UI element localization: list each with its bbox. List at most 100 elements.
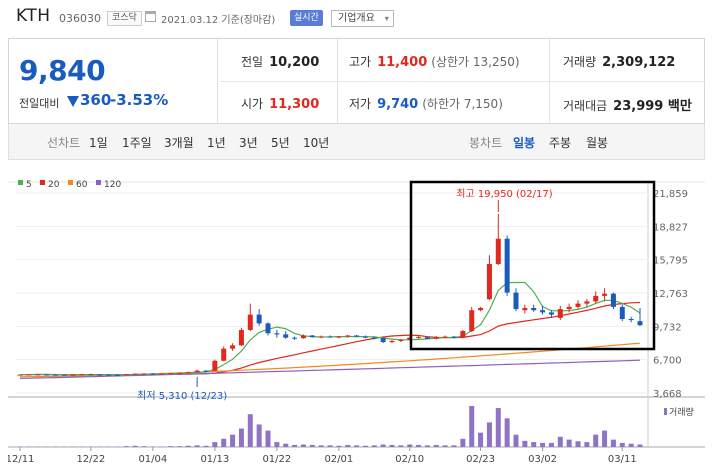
candle	[363, 337, 368, 338]
high-value: 11,400	[377, 55, 427, 70]
volume-bar	[487, 422, 492, 447]
high-label: 고가	[349, 55, 371, 69]
market-badge: 코스닥	[107, 11, 142, 26]
candle	[478, 308, 483, 310]
volume-bar	[204, 446, 209, 447]
legend-label: 5	[26, 180, 32, 190]
lower-limit: (하한가 7,150)	[422, 97, 503, 111]
volume-bar	[292, 445, 297, 447]
down-arrow-icon	[67, 96, 79, 107]
candle	[239, 330, 244, 345]
volume-bar	[195, 445, 200, 447]
open-value: 11,300	[269, 97, 319, 112]
tab-daily[interactable]: 일봉	[513, 134, 535, 151]
candle	[638, 321, 643, 325]
prev-close-label: 전일	[241, 55, 263, 69]
low-annotation: 최저 5,310 (12/23)	[137, 390, 227, 402]
candle	[496, 239, 501, 264]
volume-bar	[168, 446, 173, 447]
candle	[319, 337, 324, 338]
volume-bar	[230, 435, 235, 447]
candle	[381, 338, 386, 342]
divider	[549, 39, 550, 123]
tab-1y[interactable]: 1년	[207, 134, 226, 151]
candle	[115, 375, 120, 376]
y-tick-label: 12,763	[653, 289, 688, 300]
candle	[159, 374, 164, 375]
tab-monthly[interactable]: 월봉	[586, 134, 608, 151]
volume-bar	[620, 443, 625, 447]
x-tick-label: 12/11	[8, 454, 34, 465]
volume-bar	[354, 445, 359, 447]
volume-bar	[531, 442, 536, 447]
line-chart-label: 선차트	[47, 134, 80, 151]
candle	[425, 337, 430, 339]
volume-bar	[221, 439, 226, 447]
tab-1w[interactable]: 1주일	[122, 134, 152, 151]
volume-bar	[266, 431, 271, 447]
volume-bar	[505, 418, 510, 447]
volume-bar	[381, 445, 386, 447]
candle	[549, 312, 554, 314]
volume-bar	[469, 406, 474, 447]
legend-swatch	[96, 180, 101, 185]
candle	[35, 374, 40, 375]
volume-bar	[319, 445, 324, 447]
volume-bar	[576, 441, 581, 447]
candle	[301, 335, 306, 338]
company-info-dropdown[interactable]: 기업개요▾	[331, 10, 394, 27]
legend-label: 120	[104, 180, 121, 190]
volume-bar	[212, 442, 217, 447]
ma5-line	[20, 283, 640, 375]
volume-bar	[460, 439, 465, 447]
candle	[390, 341, 395, 342]
amount-value: 23,999 백만	[613, 99, 692, 114]
candle	[283, 334, 288, 337]
tab-10y[interactable]: 10년	[303, 134, 329, 151]
volume-bar	[452, 445, 457, 447]
candle	[345, 335, 350, 336]
candle	[274, 333, 279, 334]
volume-bar	[549, 443, 554, 447]
realtime-button[interactable]: 실시간	[290, 10, 323, 26]
x-tick-label: 02/10	[395, 454, 424, 465]
y-tick-label: 21,859	[653, 189, 688, 200]
candle	[328, 337, 333, 338]
candle	[620, 307, 625, 319]
high-annotation: 최고 19,950 (02/17)	[456, 188, 552, 200]
tab-1d[interactable]: 1일	[89, 134, 108, 151]
volume-bar	[363, 446, 368, 447]
candle	[257, 315, 262, 324]
candle	[26, 375, 31, 376]
volume-bar	[142, 446, 147, 447]
x-tick-label: 01/22	[262, 454, 291, 465]
upper-limit: (상한가 13,250)	[431, 55, 519, 69]
candle	[602, 294, 607, 296]
legend-label: 20	[48, 180, 60, 190]
candle	[150, 374, 155, 375]
candle	[292, 338, 297, 339]
tab-5y[interactable]: 5년	[271, 134, 290, 151]
y-tick-label: 9,732	[653, 322, 682, 333]
candle	[336, 337, 341, 338]
tab-3y[interactable]: 3년	[239, 134, 258, 151]
change-label: 전일대비	[19, 95, 59, 111]
tab-3m[interactable]: 3개월	[164, 134, 194, 151]
high-price: 고가 11,400 (상한가 13,250)	[349, 53, 520, 70]
tab-weekly[interactable]: 주봉	[549, 134, 571, 151]
candle	[514, 293, 519, 309]
change-amount: 360	[80, 91, 111, 109]
volume-bar	[593, 435, 598, 447]
candle	[62, 375, 67, 376]
x-tick-label: 01/04	[138, 454, 167, 465]
candle	[540, 310, 545, 312]
candle	[204, 371, 209, 372]
candle	[106, 375, 111, 376]
candle	[611, 294, 616, 307]
candle	[593, 296, 598, 301]
